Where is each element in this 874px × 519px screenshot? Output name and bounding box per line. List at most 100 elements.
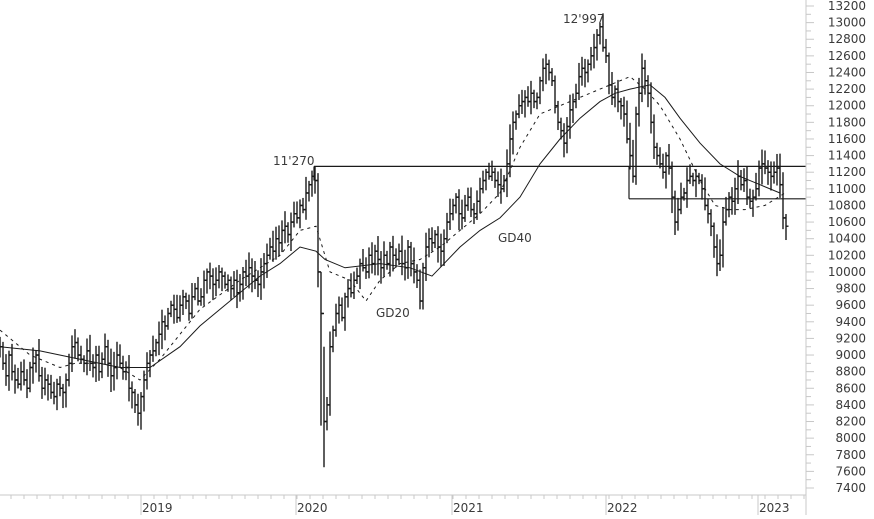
y-tick-label: 8600 [835, 381, 866, 395]
price-bar [63, 373, 69, 408]
peak-annotation: 12'997 [563, 12, 604, 26]
y-tick-label: 10600 [828, 215, 866, 229]
y-tick-label: 12600 [828, 49, 866, 63]
price-bar [459, 199, 465, 230]
price-bar [414, 264, 420, 289]
price-bar [72, 329, 78, 359]
price-bar [297, 199, 303, 229]
price-bar [162, 315, 168, 341]
price-bar [216, 265, 222, 289]
price-bar [453, 193, 459, 214]
price-bar [0, 341, 6, 370]
y-tick-label: 7400 [835, 481, 866, 495]
price-bar [405, 240, 411, 279]
price-bar [279, 220, 285, 253]
y-tick-label: 11600 [828, 132, 866, 146]
y-tick-label: 11800 [828, 115, 866, 129]
price-bar [201, 270, 207, 306]
x-tick-label: 2019 [142, 501, 173, 515]
price-bar [177, 295, 183, 322]
price-bar [192, 283, 198, 301]
price-bar [774, 153, 780, 186]
price-bar [714, 234, 720, 277]
price-bar [333, 303, 339, 337]
price-bar [327, 331, 333, 416]
price-bar [189, 283, 195, 319]
price-bar [258, 258, 264, 300]
gd40-moving-average-line [0, 84, 781, 368]
price-bar [180, 289, 186, 315]
price-bar [639, 53, 645, 103]
price-bar [462, 194, 468, 222]
price-bar [474, 190, 480, 220]
y-tick-label: 11400 [828, 149, 866, 163]
price-bar [525, 86, 531, 107]
price-bar [615, 79, 621, 113]
price-bar [492, 167, 498, 188]
price-bar [579, 56, 585, 86]
price-bar [231, 271, 237, 297]
price-bar [336, 296, 342, 324]
price-bar [6, 350, 12, 391]
price-bar [222, 271, 228, 289]
price-bar [384, 250, 390, 270]
price-bar [87, 334, 93, 371]
price-bar [705, 198, 711, 224]
price-bar [159, 309, 165, 350]
price-bar [528, 80, 534, 115]
price-bar [102, 333, 108, 365]
price-bar [411, 247, 417, 284]
price-bar [225, 274, 231, 292]
price-bar [624, 100, 630, 144]
annotations: 12'997 11'270 GD20 GD40 [273, 12, 604, 320]
y-tick-label: 8000 [835, 431, 866, 445]
price-bar [237, 274, 243, 302]
price-bar [135, 393, 141, 426]
y-tick-label: 12000 [828, 99, 866, 113]
price-bar [561, 123, 567, 158]
price-bar [450, 198, 456, 221]
price-bar [564, 117, 570, 154]
price-bar [636, 77, 642, 127]
price-bar [585, 59, 591, 83]
x-axis: 2019 2020 2021 2022 2023 [0, 494, 806, 515]
price-bar [123, 361, 129, 381]
price-bar [711, 222, 717, 258]
horizontal-levels [313, 165, 806, 200]
price-bar [261, 253, 267, 289]
y-tick-label: 8200 [835, 415, 866, 429]
price-bar [522, 90, 528, 118]
price-bar [9, 343, 15, 381]
price-bar [267, 237, 273, 260]
price-bar [720, 207, 726, 268]
price-bar [591, 33, 597, 69]
price-bar [21, 359, 27, 386]
price-bar [666, 143, 672, 175]
price-bar [147, 350, 153, 378]
price-bar [573, 83, 579, 109]
price-bar [51, 381, 57, 405]
price-bar [648, 82, 654, 134]
price-bar [27, 361, 33, 393]
price-bar [417, 269, 423, 310]
x-tick-label: 2020 [297, 501, 328, 515]
price-bar [306, 180, 312, 202]
price-bar [531, 89, 537, 109]
price-bar [48, 374, 54, 399]
price-bar [282, 211, 288, 244]
price-bar [594, 29, 600, 61]
price-bar [132, 389, 138, 414]
price-bar [351, 271, 357, 299]
y-tick-label: 7600 [835, 464, 866, 478]
price-bar [3, 354, 9, 386]
price-bar [84, 338, 90, 376]
price-bar [540, 58, 546, 92]
price-bar [429, 227, 435, 252]
y-tick-label: 12400 [828, 65, 866, 79]
y-tick-label: 13000 [828, 16, 866, 30]
price-bar [723, 196, 729, 226]
price-bar [651, 114, 657, 159]
price-bar [66, 353, 72, 387]
price-bar [690, 172, 696, 187]
price-bar [288, 212, 294, 252]
